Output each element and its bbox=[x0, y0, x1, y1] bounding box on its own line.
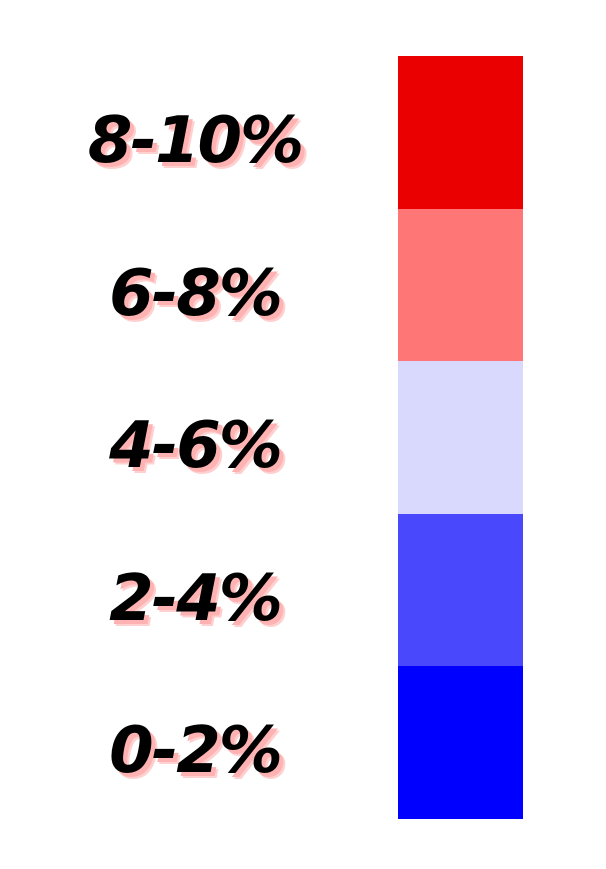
legend-swatch-6-8 bbox=[398, 209, 523, 361]
legend-label-2-4: 2-4% bbox=[109, 562, 283, 636]
legend-swatch-2-4 bbox=[398, 514, 523, 666]
legend-swatch-4-6 bbox=[398, 361, 523, 514]
legend-label-0-2: 0-2% bbox=[109, 714, 283, 788]
legend-label-4-6: 4-6% bbox=[109, 409, 283, 483]
legend-swatch-0-2 bbox=[398, 666, 523, 819]
legend-label-6-8: 6-8% bbox=[109, 257, 283, 331]
legend-swatch-8-10 bbox=[398, 56, 523, 209]
legend-label-8-10: 8-10% bbox=[87, 104, 304, 178]
